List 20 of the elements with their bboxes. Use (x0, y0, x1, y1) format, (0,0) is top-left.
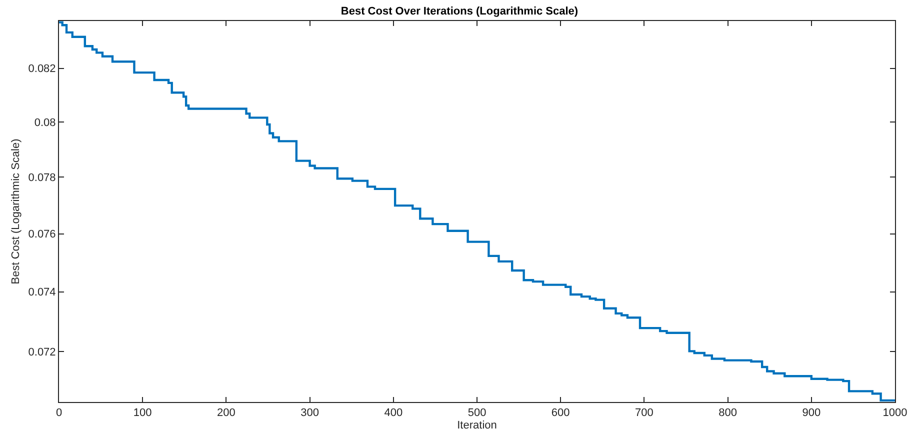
y-tick-label: 0.08 (34, 116, 56, 129)
chart-title: Best Cost Over Iterations (Logarithmic Scale) (340, 5, 578, 18)
y-axis-title: Best Cost (Logarithmic Scale) (10, 138, 22, 284)
x-tick-label: 900 (802, 407, 821, 420)
y-tick-label: 0.076 (28, 228, 56, 241)
x-tick-label: 1000 (882, 407, 908, 420)
y-tick-label: 0.072 (28, 346, 56, 358)
x-tick-label: 400 (384, 407, 403, 420)
x-tick-label: 100 (133, 407, 152, 420)
x-tick-label: 200 (217, 407, 236, 420)
x-tick-label: 0 (56, 407, 62, 420)
y-tick-label: 0.078 (28, 172, 56, 184)
y-tick-label: 0.074 (28, 286, 56, 299)
y-tick-label: 0.082 (28, 63, 56, 76)
x-tick-label: 800 (718, 407, 737, 420)
x-tick-label: 300 (300, 407, 319, 420)
x-tick-label: 600 (551, 407, 570, 420)
x-tick-label: 700 (635, 407, 654, 420)
x-axis-title: Iteration (457, 419, 497, 432)
x-tick-label: 500 (468, 407, 486, 420)
